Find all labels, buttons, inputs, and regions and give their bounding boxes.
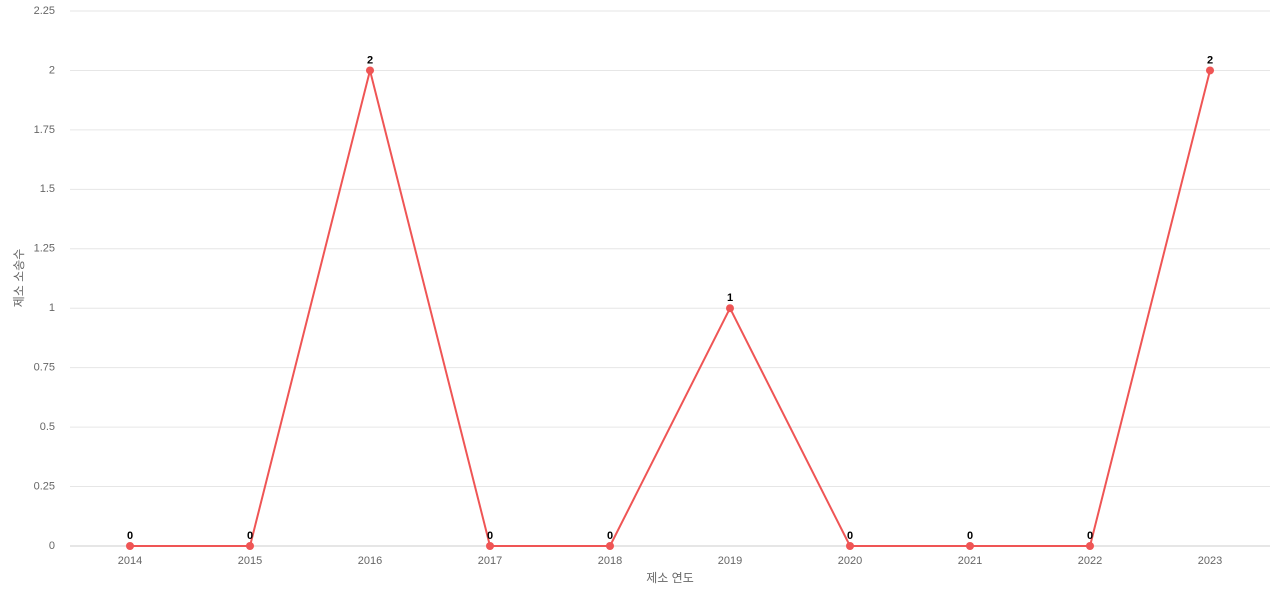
x-tick-label: 2020 — [838, 555, 862, 567]
value-label: 2 — [367, 54, 373, 66]
y-tick-label: 1.5 — [40, 183, 55, 195]
x-tick-label: 2016 — [358, 555, 382, 567]
x-tick-label: 2023 — [1198, 555, 1222, 567]
value-label: 0 — [247, 530, 253, 542]
data-point — [486, 542, 494, 550]
y-tick-label: 0 — [49, 540, 55, 552]
value-label: 0 — [1087, 530, 1093, 542]
data-point — [606, 542, 614, 550]
value-label: 0 — [487, 530, 493, 542]
value-label: 1 — [727, 292, 733, 304]
x-tick-label: 2022 — [1078, 555, 1102, 567]
x-tick-label: 2019 — [718, 555, 742, 567]
x-tick-label: 2018 — [598, 555, 622, 567]
x-tick-label: 2021 — [958, 555, 982, 567]
y-tick-label: 1.25 — [34, 243, 55, 255]
data-point — [1206, 66, 1214, 75]
y-tick-label: 1 — [49, 302, 55, 314]
y-tick-label: 1.75 — [34, 124, 55, 136]
y-tick-label: 0.75 — [34, 362, 55, 374]
x-tick-label: 2017 — [478, 555, 502, 567]
y-tick-label: 2.25 — [34, 5, 55, 17]
value-label: 2 — [1207, 54, 1213, 66]
x-tick-label: 2015 — [238, 555, 262, 567]
data-point — [366, 66, 374, 75]
data-point — [1086, 542, 1094, 550]
data-point — [246, 542, 254, 550]
data-point — [126, 542, 134, 550]
y-tick-label: 0.25 — [34, 480, 55, 492]
y-axis-title: 제소 소송수 — [12, 249, 26, 308]
value-label: 0 — [847, 530, 853, 542]
x-tick-label: 2014 — [118, 555, 142, 567]
data-point — [846, 542, 854, 550]
x-axis-title: 제소 연도 — [646, 571, 694, 585]
y-tick-label: 0.5 — [40, 421, 55, 433]
value-label: 0 — [127, 530, 133, 542]
value-label: 0 — [607, 530, 613, 542]
data-point — [966, 542, 974, 550]
data-point — [726, 304, 734, 313]
y-tick-label: 2 — [49, 64, 55, 76]
data-line — [130, 70, 1211, 547]
value-label: 0 — [967, 530, 973, 542]
